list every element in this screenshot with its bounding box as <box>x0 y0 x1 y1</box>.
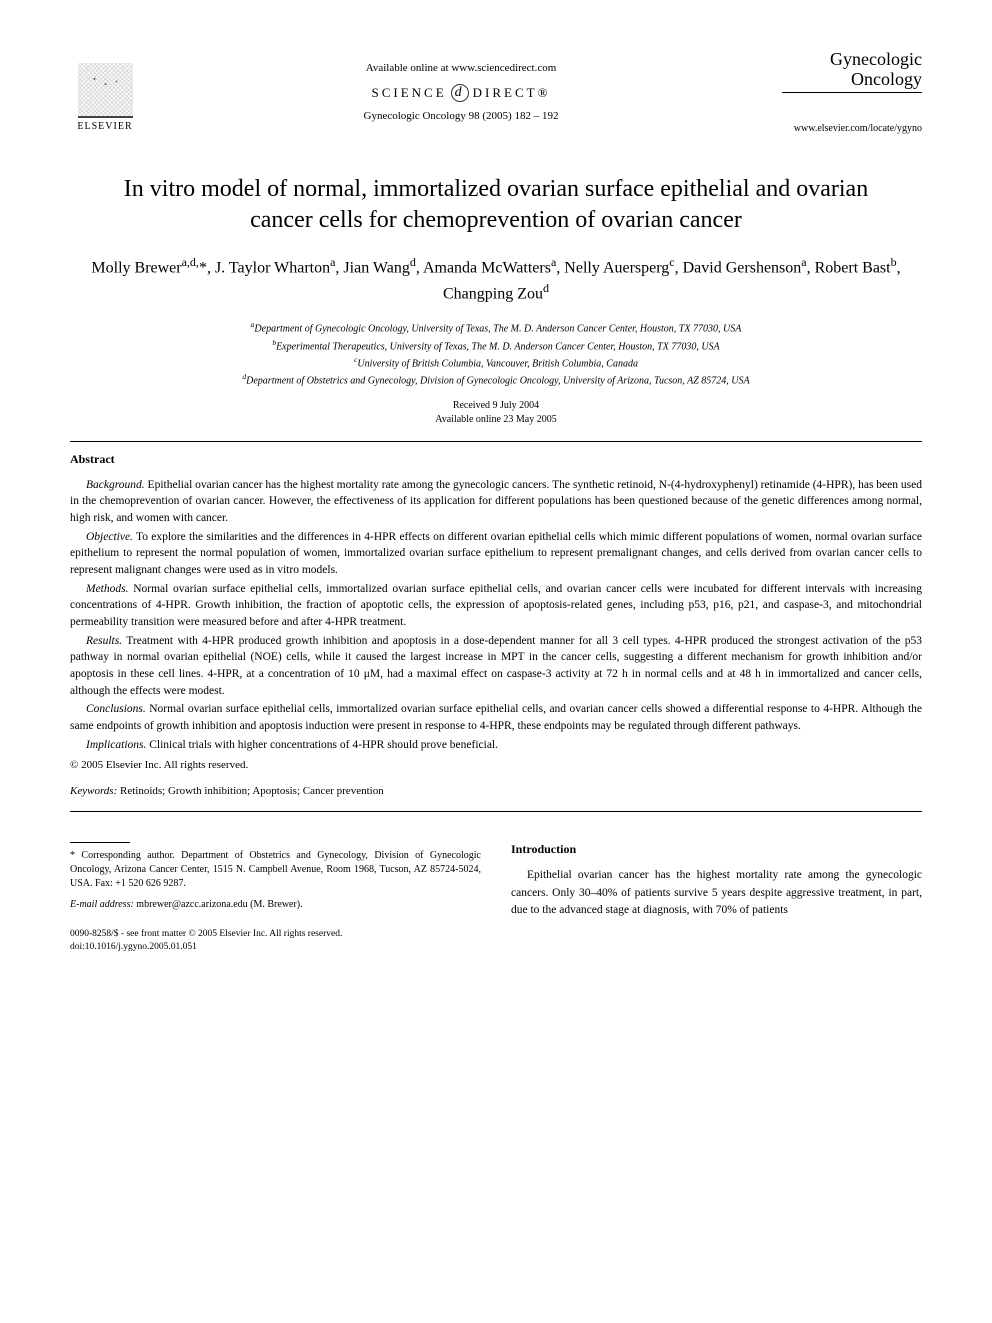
affiliations: aDepartment of Gynecologic Oncology, Uni… <box>70 319 922 388</box>
abstract-heading: Abstract <box>70 452 922 467</box>
abstract-background: Background. Epithelial ovarian cancer ha… <box>70 477 922 527</box>
email-value: mbrewer@azcc.arizona.edu (M. Brewer). <box>134 899 303 910</box>
corresponding-author-footnote: * Corresponding author. Department of Ob… <box>70 849 481 891</box>
email-label: E-mail address: <box>70 899 134 910</box>
available-online-text: Available online at www.sciencedirect.co… <box>140 62 782 74</box>
publisher-logo: ELSEVIER <box>70 52 140 132</box>
sciencedirect-left: SCIENCE <box>372 85 447 101</box>
received-date: Received 9 July 2004 <box>70 399 922 413</box>
journal-name-line2: Oncology <box>782 70 922 90</box>
journal-rule <box>782 92 922 93</box>
abstract-bottom-rule <box>70 811 922 812</box>
citation-text: Gynecologic Oncology 98 (2005) 182 – 192 <box>140 110 782 122</box>
introduction-text: Epithelial ovarian cancer has the highes… <box>511 867 922 919</box>
abstract-objective: Objective. To explore the similarities a… <box>70 529 922 579</box>
header-row: ELSEVIER Available online at www.science… <box>70 50 922 134</box>
affiliation-b: bExperimental Therapeutics, University o… <box>70 337 922 354</box>
online-date: Available online 23 May 2005 <box>70 413 922 427</box>
keywords: Keywords: Retinoids; Growth inhibition; … <box>70 785 922 797</box>
publisher-label: ELSEVIER <box>77 121 132 132</box>
frontmatter: 0090-8258/$ - see front matter © 2005 El… <box>70 928 481 953</box>
email-line: E-mail address: mbrewer@azcc.arizona.edu… <box>70 899 481 910</box>
keywords-text: Retinoids; Growth inhibition; Apoptosis;… <box>117 785 383 797</box>
abstract-results: Results. Treatment with 4-HPR produced g… <box>70 633 922 700</box>
abstract-methods: Methods. Normal ovarian surface epitheli… <box>70 581 922 631</box>
bottom-section: * Corresponding author. Department of Ob… <box>70 842 922 953</box>
article-dates: Received 9 July 2004 Available online 23… <box>70 399 922 427</box>
sciencedirect-d-icon: d <box>451 84 469 102</box>
copyright-text: © 2005 Elsevier Inc. All rights reserved… <box>70 759 922 771</box>
sciencedirect-logo: SCIENCE d DIRECT® <box>140 84 782 102</box>
abstract-implications: Implications. Clinical trials with highe… <box>70 737 922 754</box>
article-title: In vitro model of normal, immortalized o… <box>90 174 902 236</box>
affiliation-d: dDepartment of Obstetrics and Gynecology… <box>70 371 922 388</box>
center-header: Available online at www.sciencedirect.co… <box>140 62 782 122</box>
authors: Molly Brewera,d,*, J. Taylor Whartona, J… <box>70 254 922 305</box>
introduction-column: Introduction Epithelial ovarian cancer h… <box>511 842 922 953</box>
abstract-conclusions: Conclusions. Normal ovarian surface epit… <box>70 701 922 734</box>
keywords-label: Keywords: <box>70 785 117 797</box>
frontmatter-doi: doi:10.1016/j.ygyno.2005.01.051 <box>70 941 481 953</box>
affiliation-a: aDepartment of Gynecologic Oncology, Uni… <box>70 319 922 336</box>
footnote-column: * Corresponding author. Department of Ob… <box>70 842 481 953</box>
journal-box: Gynecologic Oncology www.elsevier.com/lo… <box>782 50 922 134</box>
sciencedirect-right: DIRECT® <box>473 85 551 101</box>
footnote-rule <box>70 842 130 843</box>
journal-name-line1: Gynecologic <box>782 50 922 70</box>
introduction-heading: Introduction <box>511 842 922 857</box>
abstract-top-rule <box>70 441 922 442</box>
frontmatter-line1: 0090-8258/$ - see front matter © 2005 El… <box>70 928 481 940</box>
elsevier-tree-icon <box>78 63 133 118</box>
affiliation-c: cUniversity of British Columbia, Vancouv… <box>70 354 922 371</box>
journal-url: www.elsevier.com/locate/ygyno <box>782 123 922 134</box>
